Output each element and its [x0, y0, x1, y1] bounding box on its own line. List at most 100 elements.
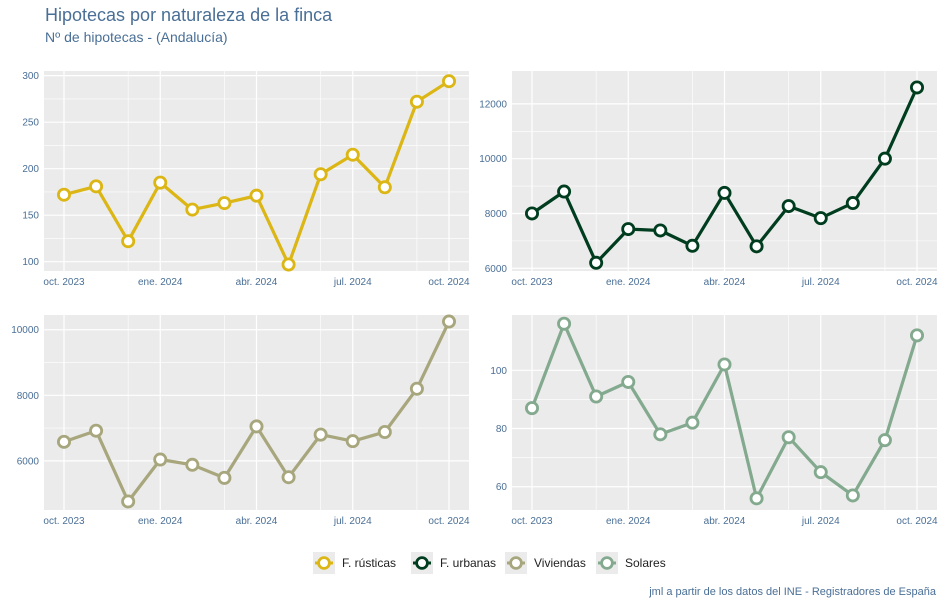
legend-item: Viviendas — [505, 552, 586, 574]
legend-item: F. rústicas — [313, 552, 396, 574]
data-point-rusticas — [377, 180, 392, 195]
y-tick-label: 10000 — [479, 154, 507, 165]
x-tick-label: abr. 2024 — [704, 277, 746, 288]
data-point-rusticas — [345, 147, 360, 162]
x-tick-label: oct. 2023 — [511, 516, 553, 527]
data-point-urbanas — [845, 196, 860, 211]
y-tick-label: 8000 — [485, 209, 508, 220]
data-point-urbanas — [813, 211, 828, 226]
y-tick-label: 100 — [490, 366, 507, 377]
data-point-rusticas — [409, 94, 424, 109]
data-point-viviendas — [185, 457, 200, 472]
y-tick-label: 12000 — [479, 99, 507, 110]
data-point-urbanas — [781, 199, 796, 214]
data-point-rusticas — [217, 196, 232, 211]
data-point-solares — [749, 491, 764, 506]
data-point-viviendas — [89, 423, 104, 438]
source-caption: jml a partir de los datos del INE - Regi… — [649, 586, 936, 598]
data-point-urbanas — [685, 238, 700, 253]
legend-key-point — [317, 556, 331, 570]
x-tick-label: oct. 2024 — [896, 516, 938, 527]
chart-title: Hipotecas por naturaleza de la finca — [45, 5, 333, 25]
legend-key-point — [509, 556, 523, 570]
y-tick-label: 10000 — [11, 325, 39, 336]
x-tick-label: jul. 2024 — [801, 277, 840, 288]
legend-label: Solares — [625, 556, 666, 570]
y-tick-label: 100 — [22, 257, 39, 268]
y-tick-label: 300 — [22, 71, 39, 82]
data-point-solares — [589, 389, 604, 404]
y-tick-label: 6000 — [485, 264, 508, 275]
y-tick-label: 150 — [22, 211, 39, 222]
legend: F. rústicas F. urbanas Viviendas Solares — [313, 552, 666, 574]
legend-label: F. rústicas — [342, 556, 396, 570]
data-point-rusticas — [121, 234, 136, 249]
data-point-viviendas — [313, 427, 328, 442]
panel-urbanas: 6000 8000 10000 12000 oct. 2023 ene. 2024 abr.… — [479, 71, 938, 288]
data-point-viviendas — [345, 434, 360, 449]
x-tick-label: jul. 2024 — [333, 277, 372, 288]
data-point-urbanas — [877, 151, 892, 166]
data-point-solares — [845, 488, 860, 503]
data-point-solares — [557, 316, 572, 331]
data-point-rusticas — [313, 167, 328, 182]
data-point-solares — [910, 328, 925, 343]
data-point-viviendas — [153, 452, 168, 467]
data-point-urbanas — [749, 239, 764, 254]
y-tick-label: 80 — [496, 424, 508, 435]
panel-rusticas: 100 150 200 250 300 oct. 2023 ene. 2024 abr. 20… — [22, 71, 470, 288]
y-tick-label: 8000 — [17, 391, 40, 402]
data-point-rusticas — [185, 202, 200, 217]
x-tick-label: oct. 2024 — [428, 277, 470, 288]
x-tick-label: oct. 2024 — [896, 277, 938, 288]
data-point-urbanas — [589, 255, 604, 270]
legend-label: F. urbanas — [440, 556, 496, 570]
x-tick-label: abr. 2024 — [704, 516, 746, 527]
x-tick-label: abr. 2024 — [236, 516, 278, 527]
x-tick-label: oct. 2024 — [428, 516, 470, 527]
x-tick-label: ene. 2024 — [606, 277, 651, 288]
data-point-solares — [653, 427, 668, 442]
data-point-viviendas — [281, 470, 296, 485]
x-tick-label: oct. 2023 — [511, 277, 553, 288]
chart-subtitle: Nº de hipotecas - (Andalucía) — [45, 29, 228, 45]
x-tick-label: oct. 2023 — [43, 516, 85, 527]
y-tick-label: 60 — [496, 482, 508, 493]
data-point-solares — [781, 430, 796, 445]
data-point-solares — [525, 401, 540, 416]
data-point-solares — [621, 374, 636, 389]
data-point-urbanas — [557, 184, 572, 199]
x-tick-label: abr. 2024 — [236, 277, 278, 288]
data-point-rusticas — [441, 74, 456, 89]
y-tick-label: 250 — [22, 118, 39, 129]
data-point-viviendas — [217, 470, 232, 485]
data-point-viviendas — [441, 314, 456, 329]
x-tick-label: oct. 2023 — [43, 277, 85, 288]
data-point-rusticas — [281, 257, 296, 272]
legend-key-point — [600, 556, 614, 570]
data-point-rusticas — [57, 187, 72, 202]
legend-key-point — [415, 556, 429, 570]
x-tick-label: ene. 2024 — [138, 277, 183, 288]
x-tick-label: jul. 2024 — [801, 516, 840, 527]
x-tick-label: ene. 2024 — [606, 516, 651, 527]
x-tick-label: jul. 2024 — [333, 516, 372, 527]
x-tick-label: ene. 2024 — [138, 516, 183, 527]
panel-viviendas: 6000 8000 10000 oct. 2023 ene. 2024 abr. 2024… — [11, 314, 470, 527]
data-point-viviendas — [249, 419, 264, 434]
data-point-urbanas — [525, 206, 540, 221]
data-point-rusticas — [153, 175, 168, 190]
data-point-viviendas — [377, 424, 392, 439]
panel-solares: 60 80 100 oct. 2023 ene. 2024 abr. 2024 jul. 2… — [490, 315, 938, 527]
data-point-urbanas — [621, 222, 636, 237]
data-point-urbanas — [910, 80, 925, 95]
data-point-viviendas — [57, 434, 72, 449]
legend-label: Viviendas — [534, 556, 586, 570]
y-tick-label: 6000 — [17, 456, 40, 467]
legend-item: Solares — [596, 552, 666, 574]
data-point-viviendas — [409, 381, 424, 396]
legend-item: F. urbanas — [411, 552, 496, 574]
y-tick-label: 200 — [22, 164, 39, 175]
data-point-rusticas — [249, 188, 264, 203]
